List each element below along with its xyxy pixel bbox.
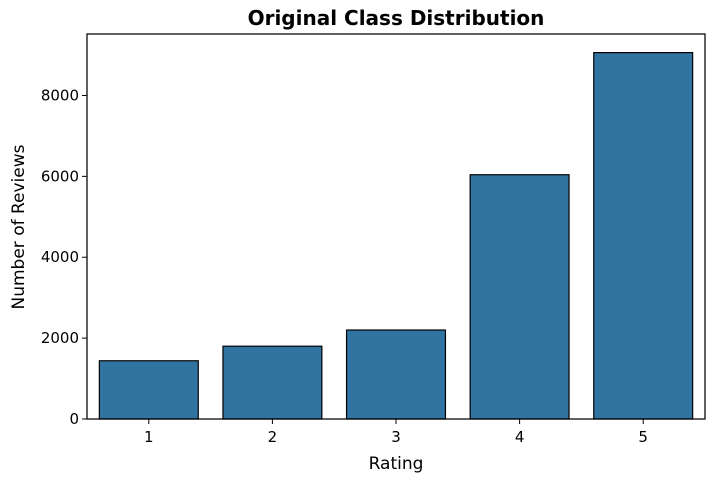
bar-rating-1	[98, 360, 199, 420]
y-tick-label: 4000	[41, 248, 79, 266]
y-tick-label: 8000	[41, 86, 79, 104]
bar-rating-2	[222, 345, 323, 420]
bar-rating-3	[345, 329, 447, 420]
y-tick-label: 6000	[41, 167, 79, 185]
bar-rating-4	[469, 174, 570, 420]
x-tick-label: 2	[268, 428, 278, 446]
x-tick-label: 1	[144, 428, 154, 446]
x-axis-label: Rating	[369, 454, 424, 474]
bars-layer	[98, 52, 694, 420]
x-tick-label: 4	[515, 428, 525, 446]
x-tick-label: 3	[391, 428, 401, 446]
x-axis-ticks: 1 2 3 4 5	[144, 419, 648, 446]
bar-rating-5	[593, 52, 694, 420]
y-tick-label: 2000	[41, 329, 79, 347]
y-tick-label: 0	[69, 410, 79, 428]
y-axis-ticks: 0 2000 4000 6000 8000	[41, 86, 87, 428]
chart-title: Original Class Distribution	[248, 6, 545, 30]
x-tick-label: 5	[638, 428, 648, 446]
y-axis-label: Number of Reviews	[9, 144, 29, 309]
